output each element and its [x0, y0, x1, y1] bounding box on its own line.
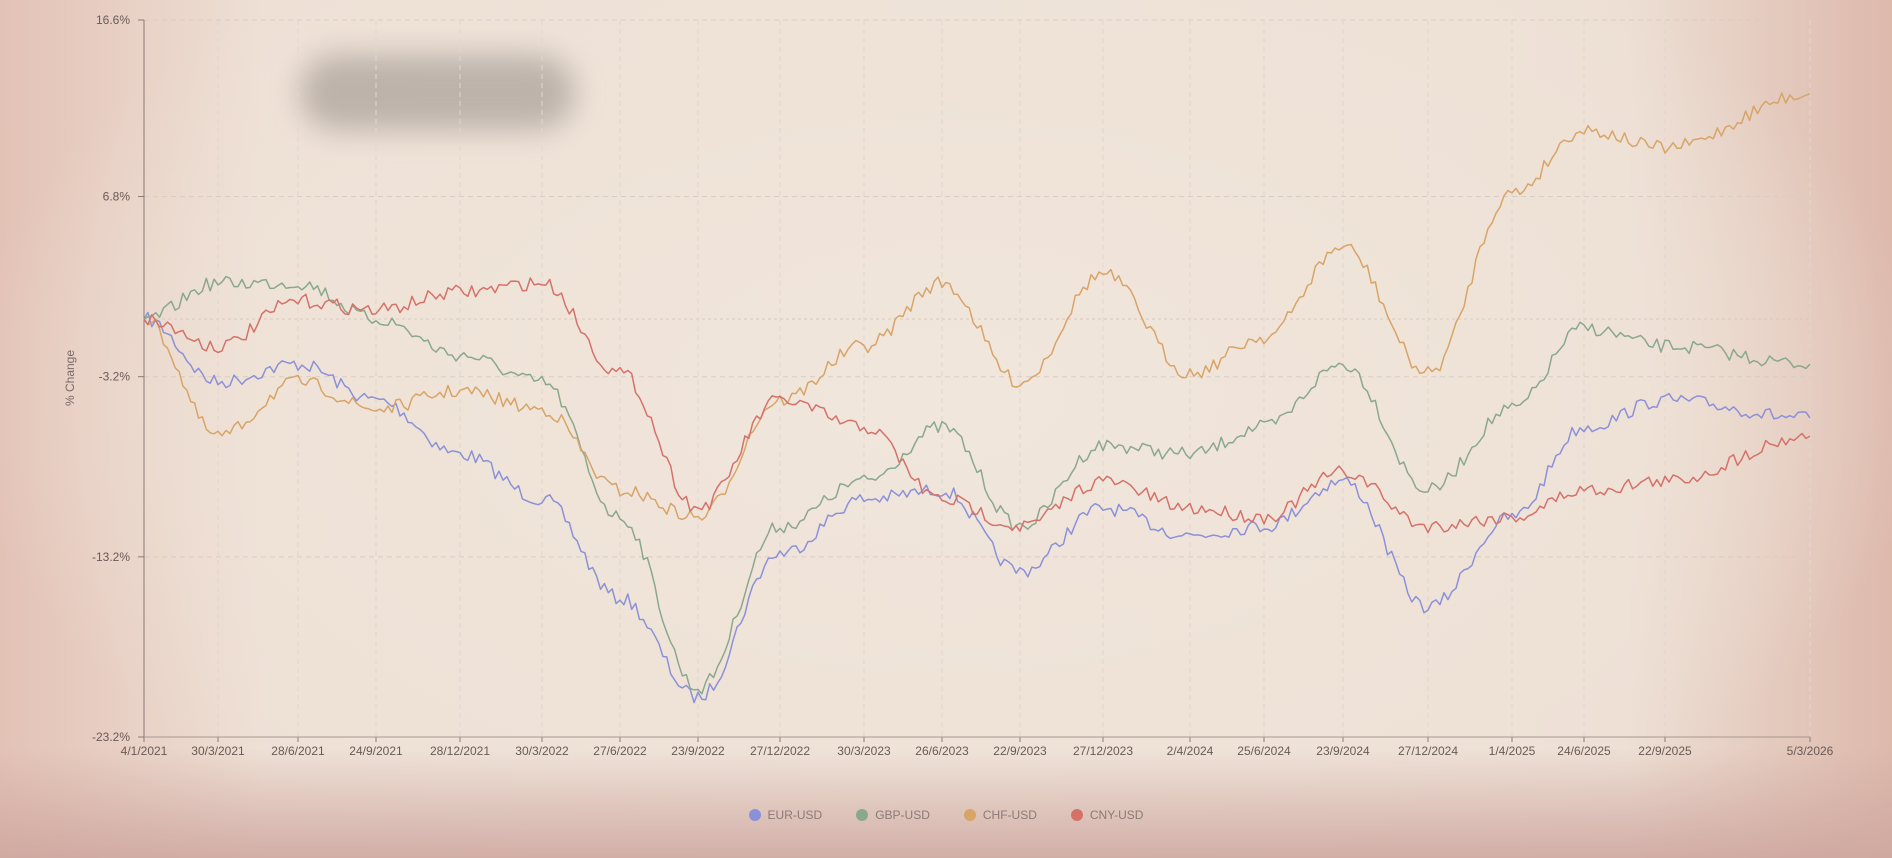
y-axis-title: % Change [63, 350, 77, 406]
y-tick-label: -3.2% [99, 370, 131, 384]
x-tick-label: 27/12/2024 [1398, 744, 1458, 758]
legend-swatch [856, 809, 869, 821]
y-tick-label: -13.2% [92, 550, 130, 564]
x-tick-label: 30/3/2023 [837, 744, 891, 758]
x-tick-label: 27/12/2023 [1073, 744, 1133, 758]
legend-label: CNY-USD [1089, 808, 1144, 822]
y-tick-label: 6.8% [103, 190, 131, 204]
series-line-eur-usd [143, 311, 1811, 704]
x-tick-label: 1/4/2025 [1489, 744, 1536, 758]
legend-swatch [963, 809, 976, 821]
x-tick-label: 24/6/2025 [1557, 744, 1611, 758]
x-tick-label: 24/9/2021 [349, 744, 403, 758]
series-line-chf-usd [143, 92, 1811, 521]
x-tick-label: 5/3/2026 [1787, 744, 1834, 758]
x-tick-label: 25/6/2024 [1237, 744, 1291, 758]
legend-label: CHF-USD [982, 808, 1037, 822]
legend-item-gbp-usd[interactable]: GBP-USD [856, 806, 930, 824]
legend-label: GBP-USD [875, 808, 930, 822]
x-tick-label: 4/1/2021 [121, 744, 168, 758]
legend-item-chf-usd[interactable]: CHF-USD [963, 806, 1037, 824]
x-tick-label: 22/9/2023 [993, 744, 1047, 758]
tick-labels: 16.6% 6.8% -3.2% -13.2% -23.2%4/1/2021 30/3/2… [63, 13, 1834, 758]
legend-swatch [748, 809, 761, 821]
legend: EUR-USD GBP-USD CHF-USD CNY-USD [0, 806, 1892, 824]
x-tick-label: 22/9/2025 [1638, 744, 1692, 758]
x-tick-label: 27/12/2022 [750, 744, 810, 758]
x-tick-label: 23/9/2022 [671, 744, 725, 758]
x-tick-label: 26/6/2023 [915, 744, 969, 758]
blurred-overlay [300, 55, 575, 130]
legend-item-cny-usd[interactable]: CNY-USD [1070, 806, 1144, 824]
series-lines [143, 92, 1811, 704]
series-line-gbp-usd [143, 275, 1811, 695]
series-line-cny-usd [143, 277, 1811, 534]
legend-label: EUR-USD [767, 808, 823, 822]
x-tick-label: 23/9/2024 [1316, 744, 1370, 758]
axes [138, 19, 1811, 742]
y-tick-label: 16.6% [96, 13, 130, 27]
x-tick-label: 28/6/2021 [271, 744, 325, 758]
x-tick-label: 27/6/2022 [593, 744, 647, 758]
legend-item-eur-usd[interactable]: EUR-USD [748, 806, 823, 824]
x-tick-label: 30/3/2022 [515, 744, 569, 758]
x-tick-label: 28/12/2021 [430, 744, 490, 758]
legend-swatch [1070, 809, 1083, 821]
grid [143, 19, 1811, 738]
x-tick-label: 2/4/2024 [1167, 744, 1214, 758]
x-tick-label: 30/3/2021 [191, 744, 245, 758]
y-tick-label: -23.2% [92, 730, 130, 744]
